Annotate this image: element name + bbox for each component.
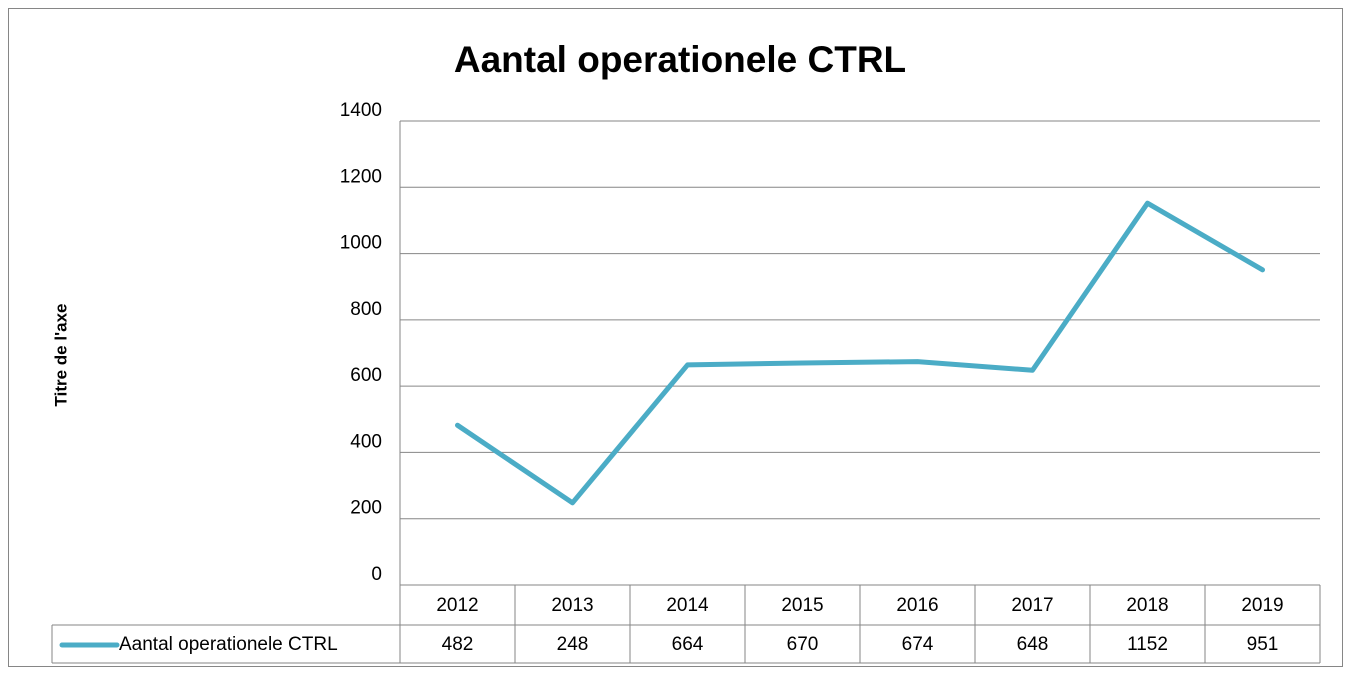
- y-tick-label: 400: [350, 431, 382, 452]
- table-value: 648: [1017, 634, 1049, 655]
- chart-title: Aantal operationele CTRL: [454, 39, 906, 80]
- y-tick-label: 200: [350, 498, 382, 519]
- x-tick-label: 2016: [896, 595, 938, 616]
- table-value: 670: [787, 634, 819, 655]
- y-tick-label: 1400: [340, 100, 382, 121]
- data-line: [455, 200, 1265, 506]
- table-value: 482: [442, 634, 474, 655]
- x-tick-label: 2013: [551, 595, 593, 616]
- y-tick-label: 1200: [340, 166, 382, 187]
- x-tick-label: 2015: [781, 595, 823, 616]
- x-tick-label: 2018: [1126, 595, 1168, 616]
- y-tick-label: 0: [371, 564, 382, 585]
- table-value: 674: [902, 634, 934, 655]
- y-tick-label: 800: [350, 299, 382, 320]
- x-tick-label: 2019: [1241, 595, 1283, 616]
- legend-label: Aantal operationele CTRL: [119, 634, 338, 655]
- y-tick-label: 1000: [340, 233, 382, 254]
- table-value: 248: [557, 634, 589, 655]
- x-tick-label: 2017: [1011, 595, 1053, 616]
- y-tick-label: 600: [350, 365, 382, 386]
- y-axis-label: Titre de l'axe: [51, 304, 70, 407]
- x-tick-label: 2012: [436, 595, 478, 616]
- table-value: 951: [1247, 634, 1279, 655]
- table-value: 1152: [1127, 634, 1168, 655]
- x-tick-label: 2014: [666, 595, 709, 616]
- chart-border: [8, 8, 1343, 667]
- table-value: 664: [672, 634, 704, 655]
